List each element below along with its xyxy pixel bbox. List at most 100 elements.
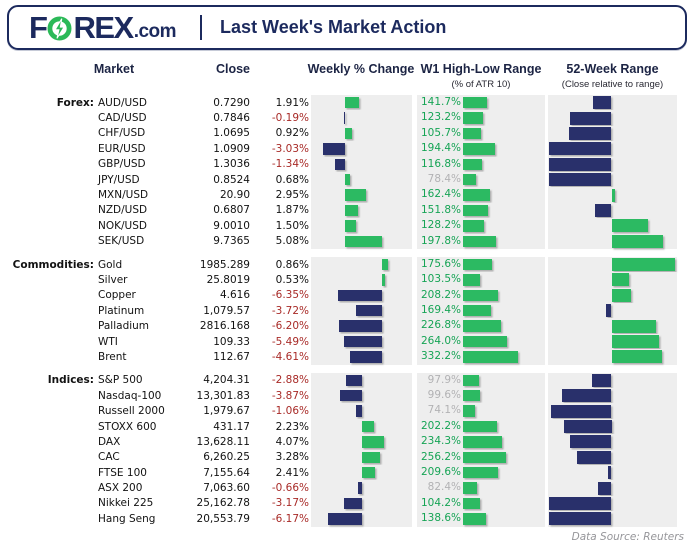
market-name: MXN/USD — [98, 189, 149, 202]
w1-range-chart: 104.2% — [417, 495, 545, 512]
w1-range-bar — [463, 235, 496, 247]
week52-range-bar — [548, 496, 612, 510]
w1-range-value: 332.2% — [420, 350, 461, 363]
w1-range-bar — [463, 258, 493, 271]
column-header-market: Market — [93, 62, 135, 76]
weekly-change-chart — [311, 125, 412, 142]
w1-range-chart: 264.0% — [417, 333, 545, 350]
subheader-close-relative-note: (Close relative to range) — [561, 79, 664, 90]
weekly-change-chart — [311, 434, 412, 450]
w1-range-value: 175.6% — [420, 257, 461, 270]
week52-range-chart — [548, 480, 677, 496]
close-value: 6,260.25 — [203, 451, 250, 464]
week52-range-chart — [548, 95, 677, 111]
table-row: EUR/USD 1.0909 -3.03% 194.4% — [0, 141, 696, 157]
weekly-change-value: 0.53% — [275, 273, 309, 286]
w1-range-bar — [463, 97, 487, 109]
weekly-change-chart — [311, 95, 412, 111]
weekly-change-value: 0.86% — [275, 258, 309, 271]
w1-range-bar — [463, 497, 481, 510]
week52-range-chart — [548, 511, 677, 527]
weekly-change-chart — [311, 256, 412, 273]
market-name: Copper — [98, 289, 136, 302]
w1-range-value: 151.8% — [420, 203, 461, 216]
w1-range-bar — [463, 173, 476, 186]
close-value: 431.17 — [213, 420, 250, 433]
w1-range-value: 82.4% — [427, 481, 461, 494]
table-row: Silver 25.8019 0.53% 103.5% — [0, 272, 696, 288]
w1-range-chart: 209.6% — [417, 464, 545, 481]
close-value: 1.3036 — [213, 158, 250, 171]
close-value: 0.7290 — [213, 96, 250, 109]
weekly-change-value: -4.61% — [271, 350, 309, 363]
close-value: 7,063.60 — [203, 482, 250, 495]
weekly-change-chart — [311, 218, 412, 234]
column-header-w1-range: W1 High-Low Range — [420, 62, 542, 76]
w1-range-value: 78.4% — [427, 172, 461, 185]
w1-range-value: 141.7% — [420, 96, 461, 108]
w1-range-chart: 116.8% — [417, 156, 545, 172]
w1-range-chart: 123.2% — [417, 110, 545, 126]
weekly-change-value: 1.50% — [275, 219, 309, 232]
w1-range-value: 103.5% — [420, 273, 461, 286]
market-name: Nikkei 225 — [98, 497, 154, 510]
market-name: Gold — [98, 258, 123, 271]
table-row: FTSE 100 7,155.64 2.41% 209.6% — [0, 464, 696, 481]
weekly-change-value: -3.72% — [271, 304, 309, 317]
w1-range-value: 138.6% — [420, 512, 461, 525]
weekly-change-bar — [381, 258, 388, 271]
week52-range-bar — [598, 481, 612, 495]
weekly-change-chart — [311, 372, 412, 389]
w1-range-chart: 151.8% — [417, 202, 545, 219]
weekly-change-value: -2.88% — [271, 374, 309, 387]
week52-range-chart — [548, 202, 677, 219]
week52-range-bar — [611, 288, 632, 302]
weekly-change-value: -3.03% — [271, 142, 309, 155]
w1-range-chart: 169.4% — [417, 303, 545, 319]
column-header-weekly-change: Weekly % Change — [307, 62, 415, 76]
weekly-change-bar — [335, 158, 346, 170]
w1-range-chart: 138.6% — [417, 511, 545, 527]
w1-range-bar — [463, 351, 519, 363]
table-row: Russell 2000 1,979.67 -1.06% 74.1% — [0, 403, 696, 419]
week52-range-bar — [576, 450, 612, 464]
weekly-change-chart — [311, 318, 412, 334]
market-name: EUR/USD — [98, 142, 146, 155]
w1-range-value: 104.2% — [420, 496, 461, 509]
weekly-change-value: -6.17% — [271, 512, 309, 525]
week52-range-bar — [594, 203, 612, 217]
close-value: 4,204.31 — [203, 374, 250, 387]
table-row: DAX 13,628.11 4.07% 234.3% — [0, 434, 696, 450]
week52-range-chart — [548, 333, 677, 350]
forex-com-logo: F REX .com — [29, 12, 177, 43]
weekly-change-bar — [337, 289, 382, 302]
table-row: CHF/USD 1.0695 0.92% 105.7% — [0, 125, 696, 142]
w1-range-chart: 74.1% — [417, 403, 545, 419]
table-row: Nikkei 225 25,162.78 -3.17% 104.2% — [0, 495, 696, 512]
market-name: STOXX 600 — [98, 420, 157, 433]
w1-range-chart: 234.3% — [417, 434, 545, 450]
w1-range-chart: 78.4% — [417, 171, 545, 188]
w1-range-value: 97.9% — [427, 373, 461, 386]
market-name: DAX — [98, 435, 121, 448]
table-row: NOK/USD 9.0010 1.50% 128.2% — [0, 218, 696, 234]
week52-range-bar — [606, 304, 612, 318]
close-value: 13,628.11 — [196, 435, 250, 448]
weekly-change-bar — [361, 466, 375, 479]
w1-range-bar — [463, 305, 492, 317]
week52-range-chart — [548, 449, 677, 465]
weekly-change-bar — [361, 436, 385, 448]
week52-range-bar — [611, 188, 615, 202]
weekly-change-bar — [358, 482, 362, 494]
w1-range-value: 128.2% — [420, 219, 461, 232]
subheader-atr-note: (% of ATR 10) — [451, 79, 511, 90]
w1-range-chart: 162.4% — [417, 187, 545, 203]
logo-text-com: .com — [133, 21, 177, 42]
week52-range-bar — [593, 96, 612, 110]
weekly-change-bar — [361, 420, 374, 433]
w1-range-chart: 202.2% — [417, 418, 545, 435]
week52-range-chart — [548, 110, 677, 126]
w1-range-chart: 175.6% — [417, 256, 545, 273]
week52-range-bar — [591, 373, 612, 387]
market-name: SEK/USD — [98, 235, 145, 248]
